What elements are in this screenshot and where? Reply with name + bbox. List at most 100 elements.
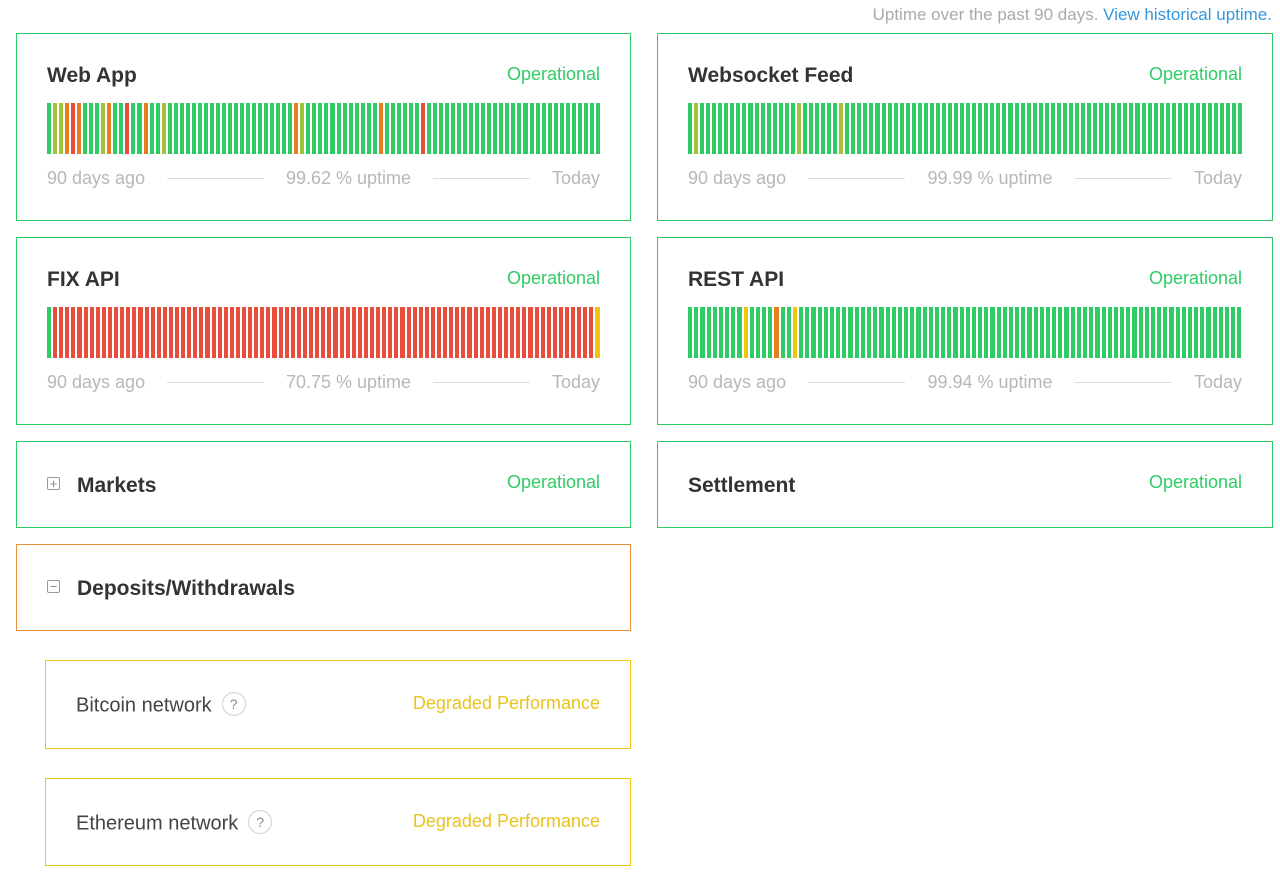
uptime-day-bar[interactable] [1201, 103, 1207, 154]
uptime-day-bar[interactable] [321, 307, 326, 358]
uptime-day-bar[interactable] [891, 307, 896, 358]
uptime-day-bar[interactable] [534, 307, 539, 358]
uptime-day-bar[interactable] [348, 103, 353, 154]
uptime-day-bar[interactable] [211, 307, 216, 358]
uptime-day-bar[interactable] [149, 103, 154, 154]
uptime-day-bar[interactable] [1008, 307, 1014, 358]
uptime-day-bar[interactable] [725, 307, 730, 358]
uptime-day-bar[interactable] [953, 307, 958, 358]
uptime-day-bar[interactable] [242, 307, 247, 358]
uptime-day-bar[interactable] [47, 307, 52, 358]
view-historical-uptime-link[interactable]: View historical uptime. [1103, 5, 1272, 24]
uptime-day-bar[interactable] [905, 103, 910, 154]
uptime-day-bar[interactable] [443, 307, 448, 358]
uptime-day-bar[interactable] [546, 307, 551, 358]
expand-icon[interactable]: + [47, 477, 60, 490]
uptime-day-bar[interactable] [778, 103, 783, 154]
uptime-day-bar[interactable] [1075, 103, 1080, 154]
uptime-day-bar[interactable] [327, 307, 332, 358]
uptime-day-bar[interactable] [1132, 307, 1137, 358]
uptime-day-bar[interactable] [910, 307, 915, 358]
uptime-day-bar[interactable] [333, 307, 338, 358]
uptime-day-bar[interactable] [1058, 307, 1063, 358]
uptime-day-bar[interactable] [1126, 307, 1131, 358]
uptime-day-bar[interactable] [965, 307, 970, 358]
uptime-day-bar[interactable] [959, 307, 964, 358]
uptime-day-bar[interactable] [290, 307, 295, 358]
uptime-day-bar[interactable] [881, 103, 886, 154]
uptime-day-bar[interactable] [1177, 103, 1182, 154]
uptime-day-bar[interactable] [817, 307, 822, 358]
uptime-day-bar[interactable] [814, 103, 820, 154]
uptime-day-bar[interactable] [768, 307, 773, 358]
uptime-day-bar[interactable] [577, 103, 582, 154]
uptime-day-bar[interactable] [65, 103, 70, 154]
uptime-day-bar[interactable] [294, 103, 299, 154]
uptime-day-bar[interactable] [1208, 103, 1213, 154]
uptime-day-bar[interactable] [1008, 103, 1013, 154]
uptime-day-bar[interactable] [743, 307, 748, 358]
uptime-day-bar[interactable] [248, 307, 253, 358]
uptime-day-bar[interactable] [911, 103, 916, 154]
uptime-day-bar[interactable] [990, 307, 995, 358]
uptime-day-bar[interactable] [493, 103, 498, 154]
uptime-day-bar[interactable] [523, 103, 528, 154]
uptime-day-bar[interactable] [312, 103, 317, 154]
uptime-day-bar[interactable] [559, 103, 564, 154]
uptime-day-bar[interactable] [360, 103, 365, 154]
uptime-day-bar[interactable] [1038, 103, 1043, 154]
uptime-day-bar[interactable] [1045, 307, 1051, 358]
uptime-day-bar[interactable] [366, 103, 371, 154]
uptime-day-bar[interactable] [354, 103, 359, 154]
uptime-day-bar[interactable] [229, 307, 234, 358]
uptime-day-bar[interactable] [917, 103, 922, 154]
uptime-day-bar[interactable] [185, 103, 190, 154]
uptime-day-bar[interactable] [388, 307, 393, 358]
uptime-day-bar[interactable] [384, 103, 389, 154]
uptime-day-bar[interactable] [1020, 103, 1025, 154]
uptime-day-bar[interactable] [1175, 307, 1180, 358]
uptime-day-bar[interactable] [223, 307, 228, 358]
uptime-day-bar[interactable] [839, 103, 844, 154]
uptime-day-bar[interactable] [235, 307, 240, 358]
uptime-day-bar[interactable] [1105, 103, 1110, 154]
uptime-day-bar[interactable] [516, 307, 521, 358]
uptime-day-bar[interactable] [475, 103, 480, 154]
uptime-day-bar[interactable] [467, 307, 472, 358]
uptime-day-bar[interactable] [161, 103, 166, 154]
uptime-day-bar[interactable] [451, 103, 456, 154]
uptime-day-bar[interactable] [455, 307, 460, 358]
uptime-day-bar[interactable] [215, 103, 220, 154]
uptime-day-bar[interactable] [893, 103, 898, 154]
uptime-day-bar[interactable] [866, 307, 872, 358]
uptime-day-bar[interactable] [875, 103, 880, 154]
uptime-day-bar[interactable] [1153, 103, 1158, 154]
uptime-day-bar[interactable] [1183, 103, 1188, 154]
uptime-day-bar[interactable] [1095, 307, 1100, 358]
uptime-day-bar[interactable] [922, 307, 927, 358]
uptime-day-bar[interactable] [700, 103, 705, 154]
uptime-day-bar[interactable] [1218, 307, 1223, 358]
uptime-day-bar[interactable] [394, 307, 399, 358]
uptime-day-bar[interactable] [863, 103, 868, 154]
uptime-day-bar[interactable] [1206, 307, 1211, 358]
uptime-day-bar[interactable] [71, 103, 76, 154]
uptime-day-bar[interactable] [1144, 307, 1149, 358]
uptime-day-bar[interactable] [558, 307, 563, 358]
uptime-day-bar[interactable] [47, 103, 52, 154]
uptime-day-bar[interactable] [499, 103, 504, 154]
uptime-day-bar[interactable] [1189, 103, 1194, 154]
uptime-day-bar[interactable] [774, 307, 779, 358]
uptime-day-bar[interactable] [848, 307, 853, 358]
uptime-day-bar[interactable] [339, 307, 344, 358]
uptime-day-bar[interactable] [107, 103, 112, 154]
uptime-day-bar[interactable] [724, 103, 729, 154]
uptime-day-bar[interactable] [114, 307, 119, 358]
uptime-day-bar[interactable] [1068, 103, 1073, 154]
uptime-day-bar[interactable] [296, 307, 301, 358]
uptime-day-bar[interactable] [540, 307, 545, 358]
uptime-day-bar[interactable] [138, 307, 143, 358]
uptime-day-bar[interactable] [65, 307, 70, 358]
uptime-day-bar[interactable] [786, 307, 791, 358]
uptime-day-bar[interactable] [272, 307, 277, 358]
